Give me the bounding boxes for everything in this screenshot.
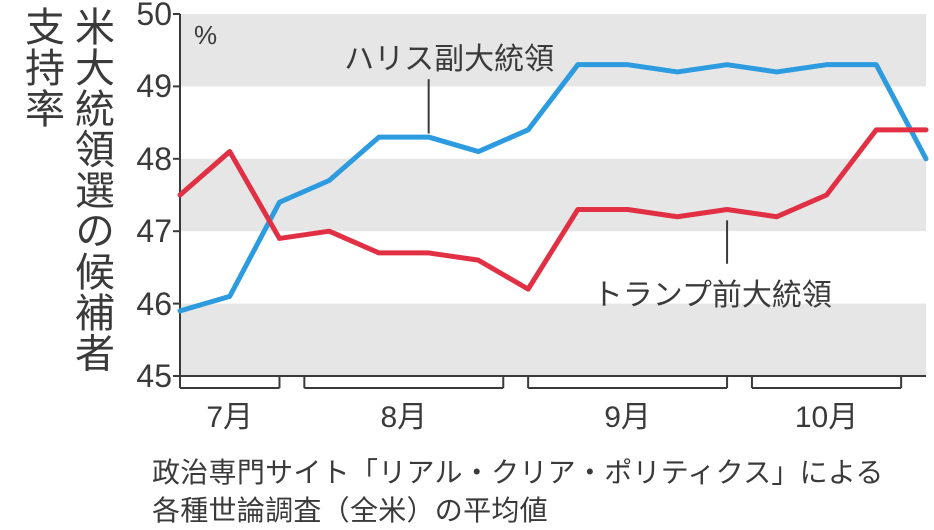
x-tick: 10月: [787, 392, 867, 436]
chart-caption: 政治専門サイト「リアル・クリア・ポリティクス」による 各種世論調査（全米）の平均…: [152, 454, 884, 530]
series-label-harris: ハリス副大統領: [344, 34, 554, 78]
y-tick: 45: [118, 358, 172, 395]
y-axis-unit: %: [194, 20, 217, 51]
series-label-trump: トランプ前大統領: [593, 270, 832, 314]
x-tick: 7月: [190, 392, 270, 436]
y-tick: 47: [118, 213, 172, 250]
caption-line1: 政治専門サイト「リアル・クリア・ポリティクス」による: [152, 457, 884, 488]
y-tick: 50: [118, 0, 172, 33]
x-tick: 8月: [364, 392, 444, 436]
y-tick: 48: [118, 141, 172, 178]
x-tick: 9月: [588, 392, 668, 436]
caption-line2: 各種世論調査（全米）の平均値: [152, 495, 548, 526]
y-tick: 49: [118, 68, 172, 105]
y-tick: 46: [118, 286, 172, 323]
